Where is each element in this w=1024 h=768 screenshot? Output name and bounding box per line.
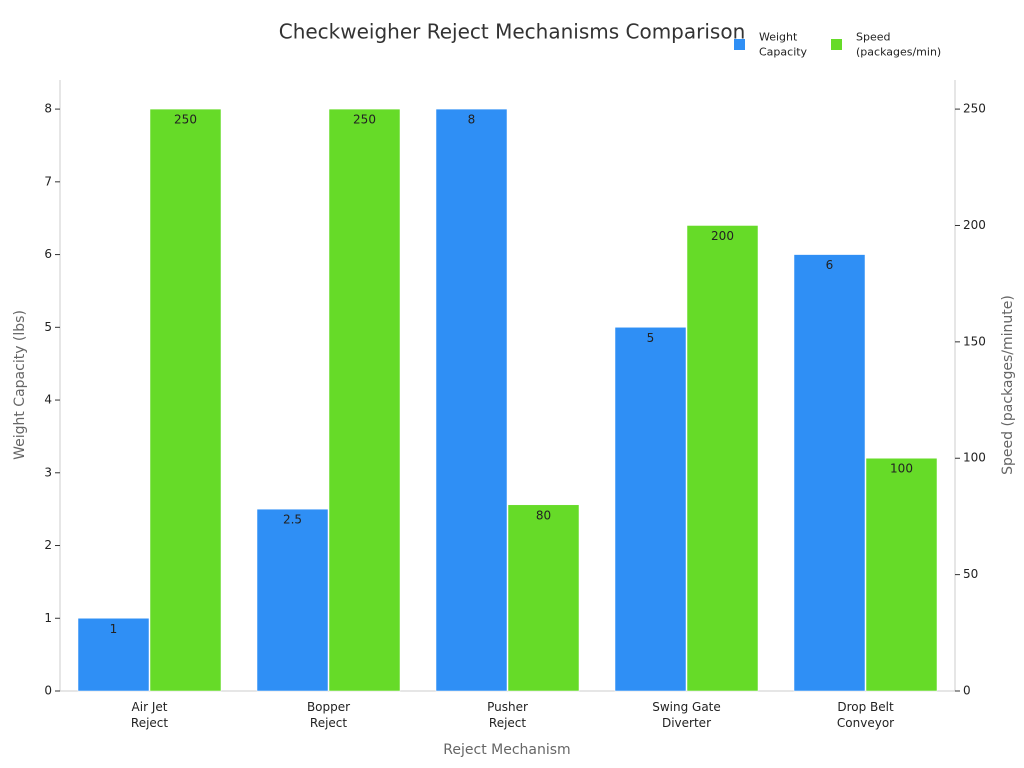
y-tick-label: 6: [44, 247, 52, 261]
legend-swatch: [831, 39, 842, 50]
y2-tick-label: 200: [963, 218, 986, 232]
chart-title: Checkweigher Reject Mechanisms Compariso…: [279, 20, 746, 44]
value-label: 80: [536, 508, 551, 522]
bar: [77, 618, 150, 692]
value-label: 100: [890, 462, 913, 476]
legend-label: Speed (packages/min): [856, 31, 941, 59]
y-tick-label: 2: [44, 538, 52, 552]
y-tick-label: 8: [44, 102, 52, 116]
y-tick-label: 5: [44, 320, 52, 334]
value-label: 8: [468, 113, 476, 127]
y2-tick-label: 100: [963, 451, 986, 465]
bar: [507, 504, 580, 692]
y2-tick-label: 250: [963, 102, 986, 116]
value-label: 5: [647, 331, 655, 345]
bar: [793, 254, 866, 692]
value-label: 250: [353, 113, 376, 127]
legend-swatch: [734, 39, 745, 50]
x-tick-label: Air Jet Reject: [131, 700, 168, 730]
bar: [149, 108, 222, 692]
bar: [256, 508, 329, 692]
y-tick-label: 3: [44, 465, 52, 479]
y2-tick-label: 0: [963, 684, 971, 698]
legend-label: Weight Capacity: [759, 31, 808, 59]
x-tick-label: Bopper Reject: [307, 700, 350, 730]
y-axis-title: Weight Capacity (lbs): [12, 310, 28, 460]
bar: [435, 108, 508, 692]
value-label: 1: [110, 622, 118, 636]
y-tick-label: 7: [44, 174, 52, 188]
value-label: 200: [711, 229, 734, 243]
value-label: 6: [826, 258, 834, 272]
y-tick-label: 4: [44, 393, 52, 407]
value-label: 2.5: [283, 513, 302, 527]
bar: [686, 225, 759, 692]
bar: [614, 327, 687, 692]
y-tick-label: 0: [44, 684, 52, 698]
value-label: 250: [174, 113, 197, 127]
x-tick-label: Swing Gate Diverter: [652, 700, 721, 730]
x-tick-label: Drop Belt Conveyor: [837, 700, 894, 730]
bar: [328, 108, 401, 692]
y2-tick-label: 150: [963, 334, 986, 348]
x-tick-label: Pusher Reject: [487, 700, 528, 730]
y2-tick-label: 50: [963, 567, 978, 581]
y-tick-label: 1: [44, 611, 52, 625]
x-axis-title: Reject Mechanism: [443, 742, 570, 758]
y2-axis-title: Speed (packages/minute): [1000, 295, 1016, 475]
bar: [865, 457, 938, 692]
